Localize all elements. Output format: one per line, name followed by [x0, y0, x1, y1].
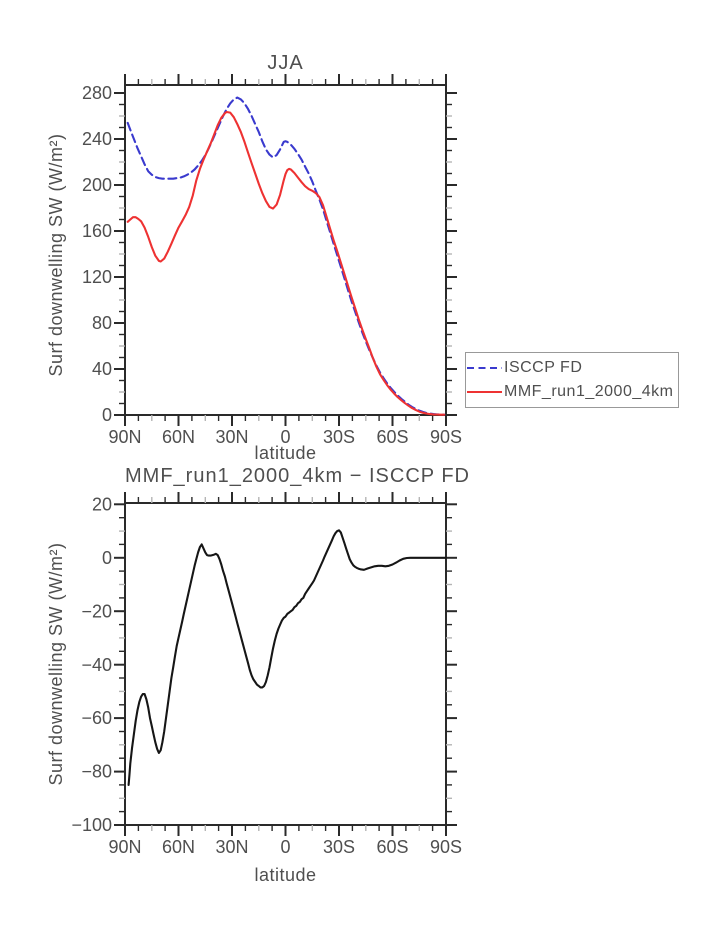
bottom-chart-x-axis-title: latitude [254, 865, 317, 885]
x-tick-label: 90S [430, 427, 462, 447]
series-line-isccp-fd [126, 96, 446, 416]
legend-label-mmf-run1: MMF_run1_2000_4km [504, 383, 674, 400]
y-tick-label: −100 [71, 815, 112, 835]
solid-line-sample-icon [467, 391, 502, 393]
legend: ISCCP FD MMF_run1_2000_4km [465, 352, 679, 408]
y-tick-label: 40 [92, 359, 112, 379]
x-tick-label: 30N [215, 427, 248, 447]
legend-item-isccp-fd: ISCCP FD [467, 356, 678, 380]
y-tick-label: 0 [102, 548, 112, 568]
x-tick-label: 60N [162, 427, 195, 447]
y-tick-label: 280 [82, 83, 112, 103]
legend-item-mmf-run1: MMF_run1_2000_4km [467, 380, 678, 404]
x-tick-label: 60S [376, 837, 408, 857]
x-tick-label: 30S [323, 427, 355, 447]
chart-panel-1: 90N 60N 30N 0 30S 60S 90S 20 0 −20 −40 −60 −80 −100 [71, 492, 462, 857]
x-tick-label: 0 [280, 837, 290, 857]
top-chart-x-axis-title: latitude [254, 443, 317, 463]
y-tick-label: 20 [92, 494, 112, 514]
x-tick-label: 0 [280, 427, 290, 447]
series-line-difference [127, 529, 448, 786]
y-tick-label: 0 [102, 405, 112, 425]
y-tick-label: 80 [92, 313, 112, 333]
y-tick-label: 120 [82, 267, 112, 287]
series-line-mmf-run1-2000-4km [126, 110, 446, 416]
y-tick-label: −60 [81, 708, 112, 728]
y-tick-label: −40 [81, 655, 112, 675]
plot-frame [124, 84, 447, 416]
legend-label-isccp-fd: ISCCP FD [504, 359, 583, 376]
x-tick-label: 90N [108, 427, 141, 447]
y-tick-label: −80 [81, 762, 112, 782]
y-tick-label: 200 [82, 175, 112, 195]
x-tick-label: 30N [215, 837, 248, 857]
top-chart-title: JJA [267, 52, 304, 74]
bottom-chart-title: MMF_run1_2000_4km − ISCCP FD [125, 465, 470, 487]
x-tick-label: 90N [108, 837, 141, 857]
chart-panel-0: 90N 60N 30N 0 30S 60S 90S 280 240 200 160 120 80 40 0 [82, 74, 462, 447]
x-tick-label: 30S [323, 837, 355, 857]
y-tick-label: −20 [81, 601, 112, 621]
x-tick-label: 90S [430, 837, 462, 857]
y-tick-label: 160 [82, 221, 112, 241]
x-tick-label: 60N [162, 837, 195, 857]
top-chart-y-axis-title: Surf downwelling SW (W/m²) [46, 133, 66, 377]
x-tick-label: 60S [376, 427, 408, 447]
y-tick-label: 240 [82, 129, 112, 149]
bottom-chart-y-axis-title: Surf downwelling SW (W/m²) [46, 542, 66, 786]
dashed-line-sample-icon [467, 367, 502, 369]
